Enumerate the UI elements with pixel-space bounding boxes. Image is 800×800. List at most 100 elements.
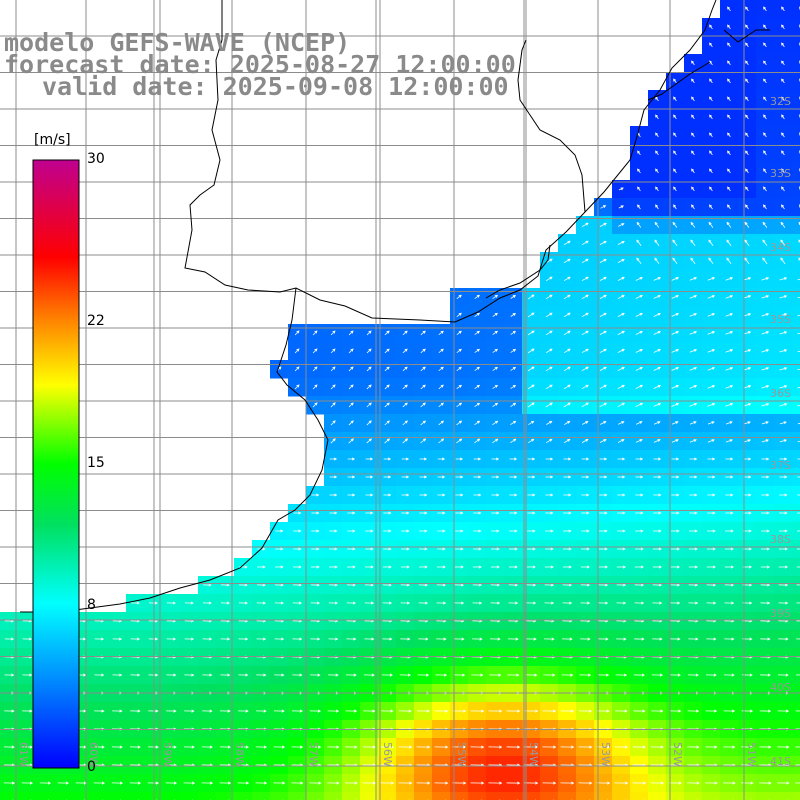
wind-arrow <box>598 637 609 641</box>
wind-arrow <box>745 150 749 156</box>
wind-arrow <box>329 475 338 479</box>
wind-arrow <box>452 745 467 749</box>
wind-arrow <box>777 709 790 713</box>
wind-arrow <box>673 168 677 174</box>
wind-arrow <box>617 294 625 299</box>
wind-arrow <box>363 709 376 713</box>
wind-arrow <box>491 529 500 533</box>
wind-arrow <box>761 511 770 515</box>
longitude-labels: 61W 60W 59W 58W 57W 56W 55W 54W 53W 52W 51W <box>17 742 758 767</box>
wind-arrow <box>294 330 300 336</box>
wind-arrow <box>384 420 390 426</box>
wind-arrow <box>348 384 354 390</box>
wind-arrow <box>615 673 628 677</box>
wind-arrow <box>330 384 336 390</box>
wind-arrow <box>201 781 214 785</box>
wind-arrow <box>636 257 642 265</box>
wind-arrow <box>563 330 571 336</box>
wind-arrow <box>453 673 466 677</box>
wind-cell <box>684 792 703 800</box>
wind-arrow <box>364 637 375 641</box>
colorbar-tick-label: 15 <box>87 455 105 471</box>
wind-arrow <box>381 709 394 713</box>
wind-arrow <box>655 168 659 174</box>
wind-arrow <box>598 583 609 587</box>
wind-arrow <box>690 239 696 247</box>
wind-arrow <box>364 583 374 587</box>
wind-arrow <box>599 240 607 245</box>
wind-arrow <box>689 367 698 371</box>
wind-arrow <box>745 78 749 84</box>
wind-arrow <box>581 547 590 551</box>
wind-arrow <box>219 781 232 785</box>
wind-arrow <box>707 421 715 425</box>
wind-cell <box>792 90 800 109</box>
wind-arrow <box>384 438 391 444</box>
wind-arrow <box>293 511 302 515</box>
wind-arrow <box>581 475 590 479</box>
wind-arrow <box>472 583 483 587</box>
wind-arrow <box>600 205 607 209</box>
wind-arrow <box>781 60 785 66</box>
wind-arrow <box>780 257 786 265</box>
wind-arrow <box>563 258 571 264</box>
lon-label: 52W <box>671 742 684 767</box>
wind-arrow <box>691 60 695 66</box>
wind-arrow <box>707 475 716 479</box>
wind-cell <box>792 342 800 361</box>
wind-arrow <box>599 330 607 335</box>
wind-arrow <box>599 294 607 299</box>
wind-arrow <box>437 547 446 551</box>
wind-cell <box>144 792 163 800</box>
wind-arrow <box>707 367 716 371</box>
colorbar-tick-label: 0 <box>87 759 96 775</box>
wind-arrow <box>653 439 661 443</box>
wind-arrow <box>273 709 285 713</box>
wind-arrow <box>488 745 503 749</box>
wind-arrow <box>455 547 464 551</box>
wind-arrow <box>741 709 754 713</box>
wind-arrow <box>671 475 680 479</box>
wind-arrow <box>39 781 52 785</box>
wind-cell <box>792 576 800 595</box>
wind-arrow <box>344 781 358 785</box>
wind-arrow <box>725 367 734 371</box>
wind-arrow <box>744 239 750 247</box>
wind-arrow <box>402 366 408 372</box>
wind-arrow <box>635 277 643 281</box>
wind-arrow <box>650 745 664 749</box>
wind-arrow <box>743 403 752 407</box>
wind-arrow <box>294 348 300 354</box>
wind-cell <box>792 504 800 523</box>
wind-arrow <box>220 601 230 605</box>
wind-arrow <box>490 583 501 587</box>
wind-arrow <box>689 529 698 533</box>
wind-arrow <box>545 547 554 551</box>
wind-arrow <box>689 511 698 515</box>
wind-arrow <box>614 781 629 785</box>
wind-arrow <box>524 709 539 713</box>
wind-cell <box>792 360 800 379</box>
wind-arrow <box>653 457 662 461</box>
wind-cell <box>360 792 379 800</box>
wind-arrow <box>420 420 427 426</box>
wind-arrow <box>470 781 485 785</box>
wind-arrow <box>727 96 731 102</box>
wind-arrow <box>526 565 536 569</box>
wind-cell <box>450 792 469 800</box>
wind-arrow <box>691 96 695 102</box>
wind-arrow <box>310 601 321 605</box>
wind-arrow <box>637 186 641 192</box>
wind-arrow <box>474 312 480 317</box>
wind-arrow <box>527 330 535 336</box>
wind-arrow <box>291 745 304 749</box>
wind-arrow <box>184 709 195 713</box>
wind-cell <box>666 792 685 800</box>
wind-arrow <box>562 565 572 569</box>
wind-arrow <box>599 222 607 227</box>
wind-arrow <box>57 781 70 785</box>
wind-arrow <box>274 601 285 605</box>
wind-arrow <box>616 637 627 641</box>
wind-arrow <box>420 366 426 372</box>
